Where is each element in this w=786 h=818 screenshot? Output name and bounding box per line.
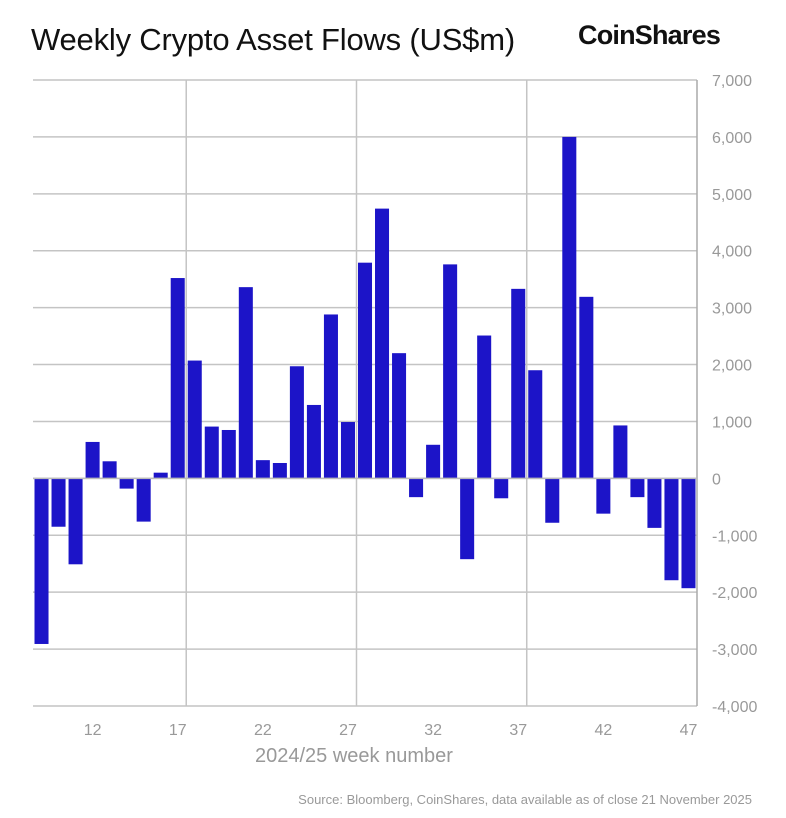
bar-week-15 bbox=[136, 478, 151, 522]
y-tick-label: 3,000 bbox=[712, 301, 752, 318]
bar-week-10 bbox=[51, 478, 66, 527]
chart-title: Weekly Crypto Asset Flows (US$m) bbox=[31, 22, 515, 57]
bar-week-47 bbox=[681, 478, 696, 589]
bar-week-39 bbox=[545, 478, 560, 523]
y-tick-label: 1,000 bbox=[712, 414, 752, 431]
bar-week-33 bbox=[443, 264, 458, 479]
bar-week-31 bbox=[409, 478, 424, 498]
bar-week-37 bbox=[511, 288, 526, 479]
y-tick-label: -4,000 bbox=[712, 699, 757, 716]
y-tick-label: -1,000 bbox=[712, 528, 757, 545]
bar-week-29 bbox=[375, 208, 390, 479]
bar-week-35 bbox=[477, 335, 492, 479]
x-tick-label: 42 bbox=[594, 722, 612, 739]
y-tick-label: 5,000 bbox=[712, 187, 752, 204]
bar-week-11 bbox=[68, 478, 83, 565]
y-tick-label: 0 bbox=[712, 471, 721, 488]
bar-week-32 bbox=[426, 444, 441, 479]
bar-week-45 bbox=[647, 478, 662, 528]
bar-week-23 bbox=[272, 462, 287, 479]
bar-week-20 bbox=[221, 429, 236, 479]
bar-week-46 bbox=[664, 478, 679, 581]
bar-week-21 bbox=[238, 287, 253, 479]
bar-week-40 bbox=[562, 136, 577, 479]
bar-week-9 bbox=[34, 478, 49, 644]
x-tick-label: 12 bbox=[84, 722, 102, 739]
x-tick-label: 32 bbox=[424, 722, 442, 739]
y-tick-label: -3,000 bbox=[712, 642, 757, 659]
y-tick-label: 4,000 bbox=[712, 244, 752, 261]
bar-week-26 bbox=[323, 314, 338, 479]
bar-week-12 bbox=[85, 441, 100, 479]
coinshares-logo: CoinShares bbox=[578, 20, 721, 50]
bar-week-38 bbox=[528, 370, 543, 479]
y-tick-label: 7,000 bbox=[712, 73, 752, 90]
bar-week-25 bbox=[306, 404, 321, 479]
bar-week-24 bbox=[289, 366, 304, 479]
bar-week-27 bbox=[340, 422, 355, 479]
y-tick-label: 2,000 bbox=[712, 358, 752, 375]
bar-week-43 bbox=[613, 425, 628, 479]
source-note: Source: Bloomberg, CoinShares, data avai… bbox=[298, 792, 752, 807]
bar-week-41 bbox=[579, 296, 594, 479]
bar-week-19 bbox=[204, 426, 219, 479]
y-tick-label: 6,000 bbox=[712, 130, 752, 147]
bar-week-18 bbox=[187, 360, 202, 479]
x-tick-label: 17 bbox=[169, 722, 187, 739]
x-tick-label: 47 bbox=[680, 722, 698, 739]
bar-week-16 bbox=[153, 472, 168, 479]
bar-week-14 bbox=[119, 478, 134, 489]
bar-week-34 bbox=[460, 478, 475, 560]
bar-week-13 bbox=[102, 461, 117, 479]
bar-week-44 bbox=[630, 478, 645, 498]
bar-week-22 bbox=[255, 460, 270, 479]
x-tick-label: 22 bbox=[254, 722, 272, 739]
y-tick-label: -2,000 bbox=[712, 585, 757, 602]
bar-week-17 bbox=[170, 278, 185, 479]
bar-week-42 bbox=[596, 478, 611, 514]
bar-week-30 bbox=[392, 353, 407, 479]
x-tick-label: 37 bbox=[509, 722, 527, 739]
x-tick-label: 27 bbox=[339, 722, 357, 739]
x-axis-label: 2024/25 week number bbox=[255, 745, 453, 767]
bar-week-36 bbox=[494, 478, 509, 499]
bar-week-28 bbox=[357, 262, 373, 479]
